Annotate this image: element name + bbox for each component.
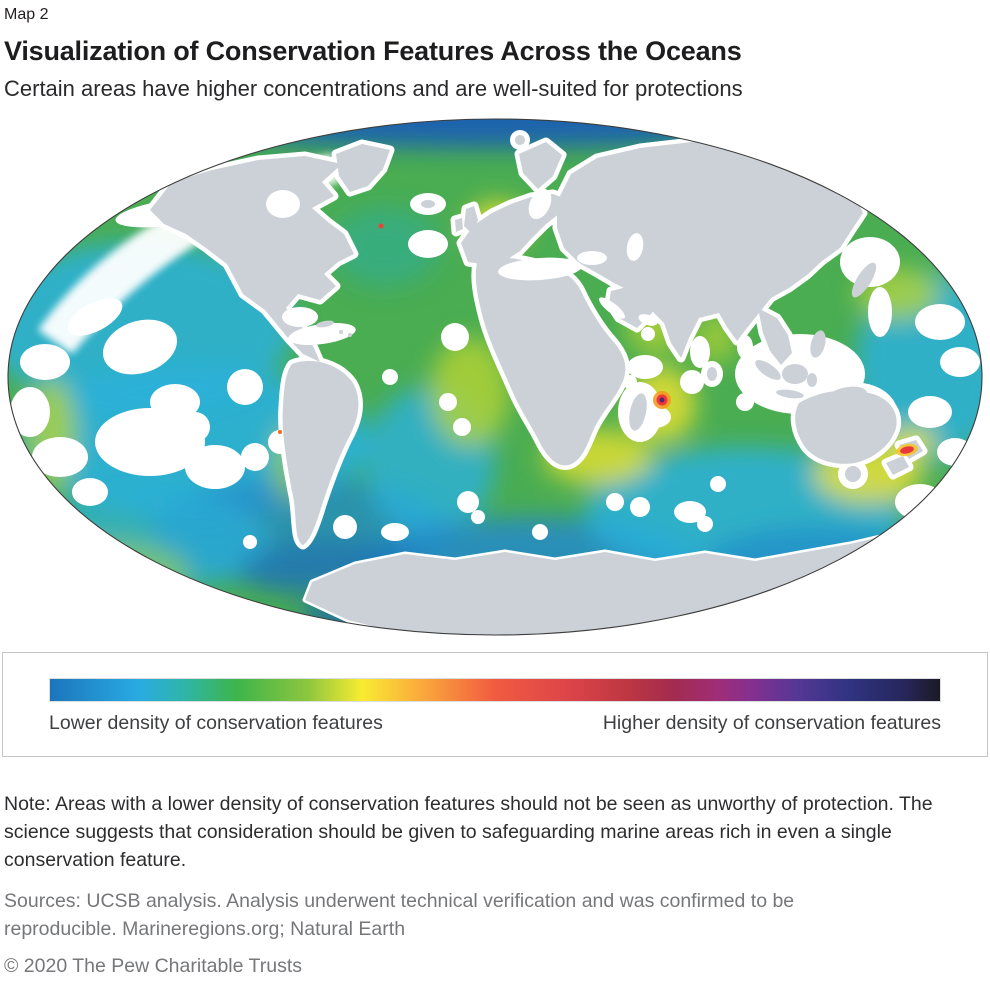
legend-gradient-bar	[49, 678, 941, 702]
map-ocean	[8, 119, 982, 635]
legend: Lower density of conservation features H…	[2, 652, 988, 757]
inland-seas	[266, 160, 880, 345]
islands	[316, 135, 877, 482]
legend-high-label: Higher density of conservation features	[602, 712, 941, 734]
world-map	[7, 118, 983, 636]
page-title: Visualization of Conservation Features A…	[4, 36, 742, 66]
page-subtitle: Certain areas have higher concentrations…	[4, 76, 743, 101]
note-text: Note: Areas with a lower density of cons…	[4, 793, 933, 872]
map-outline	[7, 118, 983, 636]
legend-low-label: Lower density of conservation features	[49, 712, 383, 734]
header: Map 2 Visualization of Conservation Feat…	[0, 0, 990, 102]
copyright-text: © 2020 The Pew Charitable Trusts	[4, 955, 302, 978]
density-hotspots	[278, 223, 918, 457]
sources-text: Sources: UCSB analysis. Analysis underwe…	[4, 890, 795, 941]
footnotes: Note: Areas with a lower density of cons…	[0, 790, 990, 978]
map-number-label: Map 2	[4, 6, 49, 23]
legend-labels: Lower density of conservation features H…	[49, 712, 941, 735]
